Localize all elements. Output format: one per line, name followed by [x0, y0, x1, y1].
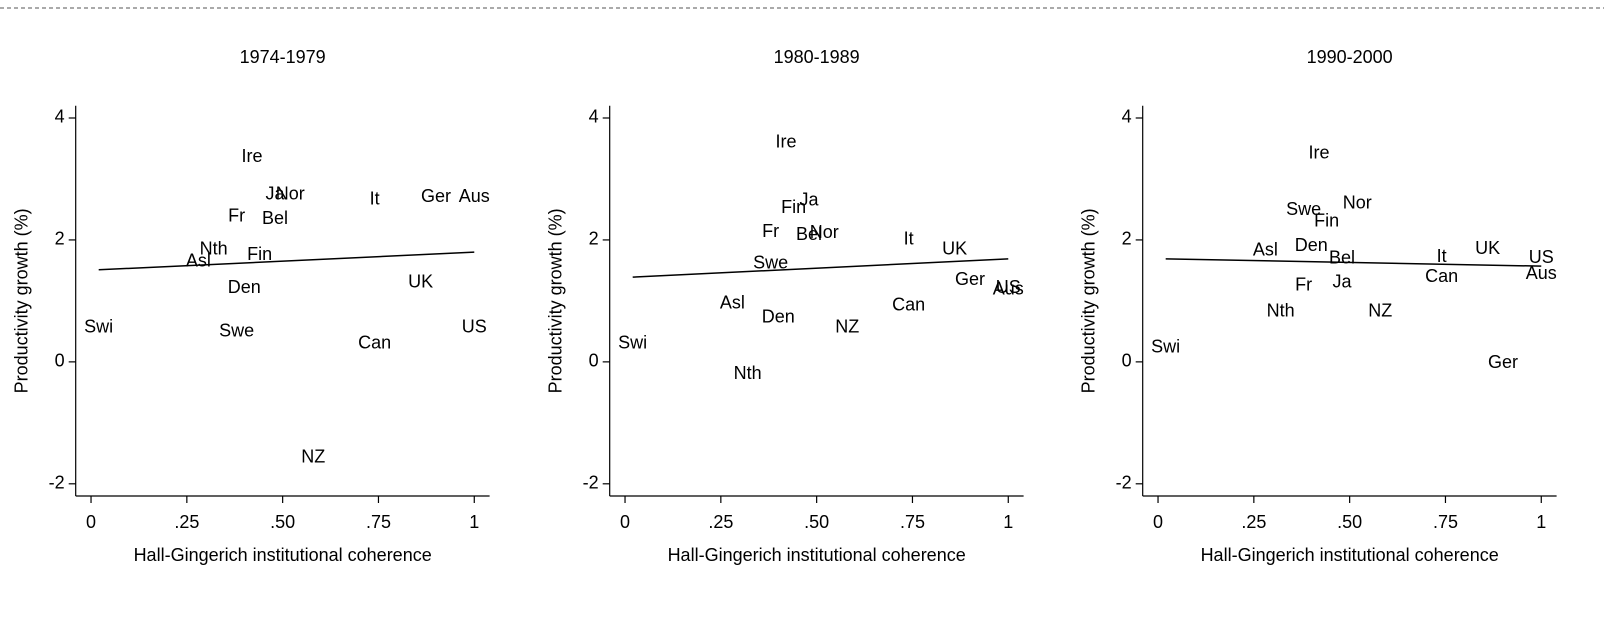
point-label: Den: [228, 277, 261, 297]
x-tick-label: 1: [469, 512, 479, 532]
point-label: Nth: [734, 363, 762, 383]
y-tick-label: 0: [1122, 351, 1132, 371]
point-label: Bel: [1329, 248, 1355, 268]
point-label: NZ: [1368, 301, 1392, 321]
point-label: Nor: [810, 222, 839, 242]
y-tick-label: 4: [589, 107, 599, 127]
x-tick-label: .50: [270, 512, 295, 532]
y-tick-label: 2: [1122, 229, 1132, 249]
point-label: Fr: [1295, 274, 1312, 294]
chart-title: 1990-2000: [1307, 47, 1393, 67]
y-tick-label: 0: [589, 351, 599, 371]
point-label: Asl: [720, 293, 745, 313]
x-tick-label: .25: [708, 512, 733, 532]
y-axis-label: Productivity growth (%): [546, 208, 566, 393]
point-label: Aus: [993, 279, 1024, 299]
point-label: NZ: [835, 316, 859, 336]
point-label: Ire: [241, 146, 262, 166]
point-label: UK: [408, 271, 433, 291]
x-tick-label: .25: [174, 512, 199, 532]
point-label: UK: [1475, 238, 1500, 258]
point-label: Ger: [421, 186, 451, 206]
x-tick-label: .75: [366, 512, 391, 532]
point-label: Ger: [1488, 352, 1518, 372]
point-label: Ire: [775, 132, 796, 152]
point-label: Can: [1425, 266, 1458, 286]
point-label: It: [904, 229, 914, 249]
y-tick-label: 0: [55, 351, 65, 371]
y-tick-label: 2: [55, 229, 65, 249]
x-tick-label: 1: [1003, 512, 1013, 532]
point-label: Fin: [781, 197, 806, 217]
point-label: Nth: [200, 238, 228, 258]
point-label: Aus: [1526, 263, 1557, 283]
x-tick-label: .50: [804, 512, 829, 532]
point-label: Fin: [1314, 210, 1339, 230]
chart-title: 1980-1989: [774, 47, 860, 67]
point-label: Swi: [84, 316, 113, 336]
point-label: Bel: [262, 208, 288, 228]
fit-line: [98, 251, 475, 271]
fit-line: [632, 258, 1009, 278]
x-axis-label: Hall-Gingerich institutional coherence: [668, 545, 966, 565]
point-label: Bel: [796, 224, 822, 244]
y-axis-label: Productivity growth (%): [1079, 208, 1099, 393]
x-tick-label: 0: [86, 512, 96, 532]
point-label: Swe: [219, 321, 254, 341]
x-tick-label: .50: [1337, 512, 1362, 532]
point-label: US: [996, 277, 1021, 297]
point-label: UK: [942, 238, 967, 258]
y-tick-label: 4: [55, 107, 65, 127]
point-label: NZ: [301, 446, 325, 466]
point-label: Fr: [228, 206, 245, 226]
y-tick-label: 2: [589, 229, 599, 249]
y-tick-label: 4: [1122, 107, 1132, 127]
point-label: Fin: [247, 244, 272, 264]
point-label: Ire: [1308, 143, 1329, 163]
point-label: Swi: [1151, 337, 1180, 357]
point-label: Swi: [618, 332, 647, 352]
point-label: US: [462, 316, 487, 336]
y-axis-label: Productivity growth (%): [12, 208, 32, 393]
x-tick-label: 0: [1153, 512, 1163, 532]
point-label: Ja: [1332, 271, 1352, 291]
point-label: Ja: [265, 184, 285, 204]
x-tick-label: 0: [620, 512, 630, 532]
x-axis-label: Hall-Gingerich institutional coherence: [1201, 545, 1499, 565]
point-label: Ger: [955, 269, 985, 289]
point-label: It: [370, 188, 380, 208]
point-label: Swe: [1286, 199, 1321, 219]
y-tick-label: -2: [49, 473, 65, 493]
point-label: Ja: [799, 190, 819, 210]
chart-title: 1974-1979: [240, 47, 326, 67]
point-label: Den: [762, 307, 795, 327]
point-label: Nor: [1343, 193, 1372, 213]
y-tick-label: -2: [1116, 473, 1132, 493]
point-label: It: [1437, 246, 1447, 266]
x-tick-label: 1: [1536, 512, 1546, 532]
point-label: Den: [1295, 235, 1328, 255]
point-label: Asl: [186, 251, 211, 271]
y-tick-label: -2: [583, 473, 599, 493]
fit-line: [1165, 258, 1542, 267]
x-axis-label: Hall-Gingerich institutional coherence: [134, 545, 432, 565]
point-label: Nor: [276, 184, 305, 204]
point-label: Aus: [459, 186, 490, 206]
point-label: US: [1529, 247, 1554, 267]
x-tick-label: .75: [1433, 512, 1458, 532]
point-label: Swe: [753, 252, 788, 272]
point-label: Nth: [1267, 301, 1295, 321]
x-tick-label: .75: [900, 512, 925, 532]
x-tick-label: .25: [1241, 512, 1266, 532]
point-label: Asl: [1253, 240, 1278, 260]
point-label: Fr: [762, 221, 779, 241]
point-label: Can: [892, 295, 925, 315]
point-label: Can: [358, 332, 391, 352]
